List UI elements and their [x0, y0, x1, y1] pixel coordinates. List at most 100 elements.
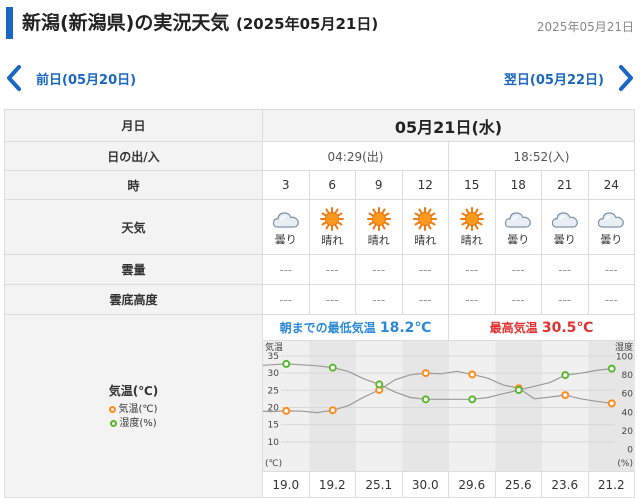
temp-label: 気温(℃) — [108, 383, 159, 398]
page-title-date: (2025年05月21日) — [236, 15, 379, 33]
weather-cell: 晴れ — [448, 199, 496, 255]
left-tick-label: 20 — [268, 403, 280, 413]
ceiling-cell: --- — [448, 284, 496, 315]
cloud-icon — [598, 211, 625, 228]
weather-cell: 曇り — [262, 199, 310, 255]
left-tick-label: 30 — [268, 369, 280, 379]
page-title-main: 新潟(新潟県)の実況天気 — [22, 12, 230, 34]
header-date: 2025年05月21日 — [536, 20, 634, 34]
right-tick-label: 20 — [622, 427, 634, 437]
max-temp-cell: 最高気温 30.5℃ — [448, 314, 635, 341]
hour-cell: 21 — [541, 170, 589, 200]
right-axis-unit: (%) — [617, 459, 633, 469]
temp-value-cell: 23.6 — [541, 471, 589, 498]
ceiling-cell: --- — [355, 284, 403, 315]
cloud-cell: --- — [494, 254, 542, 285]
chart-column-bg — [402, 341, 449, 471]
left-tick-label: 10 — [268, 438, 280, 448]
humidity-point — [561, 371, 570, 380]
sun-icon — [413, 206, 438, 231]
weather-label: 曇り — [274, 232, 297, 246]
cloud-cell: --- — [262, 254, 310, 285]
right-axis-label: 湿度 — [615, 341, 633, 353]
cloud-cell: --- — [541, 254, 589, 285]
humidity-point — [468, 395, 477, 404]
row-label-cloud: 雲量 — [4, 254, 263, 285]
weather-label: 晴れ — [321, 233, 344, 247]
chart-legend: 気温(℃) 湿度(%) — [5, 403, 262, 431]
weather-label: 曇り — [600, 232, 623, 246]
left-tick-label: 25 — [268, 386, 279, 396]
row-label-ceiling: 雲底高度 — [4, 284, 263, 315]
cloud-cell: --- — [355, 254, 403, 285]
weather-cell: 晴れ — [401, 199, 449, 255]
humidity-point — [607, 364, 616, 373]
weather-cell: 曇り — [541, 199, 589, 255]
next-day-label: 翌日(05月22日) — [503, 72, 604, 88]
weather-cell: 曇り — [587, 199, 635, 255]
ceiling-cell: --- — [262, 284, 310, 315]
temp-value-cell: 25.6 — [494, 471, 542, 498]
page-title: 新潟(新潟県)の実況天気 (2025年05月21日) — [22, 8, 378, 35]
right-tick-label: 0 — [627, 446, 633, 456]
temp-value-cell: 25.1 — [355, 471, 403, 498]
hour-cell: 18 — [494, 170, 542, 200]
left-axis-unit: (℃) — [265, 459, 282, 469]
page-header: 新潟(新潟県)の実況天気 (2025年05月21日) 2025年05月21日 — [0, 0, 640, 44]
chart-column-bg — [542, 341, 589, 471]
chart-column-bg — [495, 341, 542, 471]
cloud-cell: --- — [401, 254, 449, 285]
weather-label: 曇り — [507, 232, 530, 246]
sunset-cell: 18:52(入) — [448, 141, 635, 171]
legend-temp: 気温(℃) — [5, 403, 262, 417]
legend-hum: 湿度(%) — [5, 417, 262, 431]
day-navigation: 前日(05月20日) 翌日(05月22日) — [0, 60, 640, 96]
cloud-cell: --- — [587, 254, 635, 285]
date-cell: 05月21日(水) — [262, 109, 635, 142]
right-tick-label: 100 — [616, 352, 633, 362]
max-temp-text: 最高気温 30.5℃ — [489, 320, 594, 336]
sun-icon — [366, 206, 391, 231]
row-label-sun: 日の出/入 — [4, 141, 263, 171]
temp-point — [328, 406, 337, 415]
temp-value-cell: 21.2 — [587, 471, 635, 498]
prev-day-link[interactable]: 前日(05月20日) — [6, 64, 136, 92]
weather-cell: 曇り — [494, 199, 542, 255]
ceiling-cell: --- — [494, 284, 542, 315]
cloud-icon — [505, 211, 532, 228]
min-temp-value: 18.2℃ — [379, 320, 432, 336]
max-temp-value: 30.5℃ — [541, 320, 594, 336]
title-accent-bar — [6, 7, 13, 39]
hour-cell: 24 — [587, 170, 635, 200]
weather-table: 月日 05月21日(水) 日の出/入 04:29(出) 18:52(入) 時 3… — [4, 109, 635, 498]
weather-cell: 晴れ — [355, 199, 403, 255]
ceiling-cell: --- — [587, 284, 635, 315]
row-label-hour: 時 — [4, 170, 263, 200]
hour-cell: 3 — [262, 170, 310, 200]
ceiling-cell: --- — [308, 284, 356, 315]
weather-label: 曇り — [553, 232, 576, 246]
left-axis-label: 気温 — [265, 341, 283, 353]
temp-point — [468, 370, 477, 379]
prev-day-label: 前日(05月20日) — [36, 72, 137, 88]
left-tick-label: 35 — [268, 352, 279, 362]
row-label-temp: 気温(℃) 気温(℃) 湿度(%) — [4, 314, 263, 498]
next-day-link[interactable]: 翌日(05月22日) — [504, 64, 634, 92]
weather-cell: 晴れ — [308, 199, 356, 255]
cloud-cell: --- — [448, 254, 496, 285]
right-tick-label: 60 — [622, 390, 634, 400]
humidity-point — [375, 380, 384, 389]
min-temp-cell: 朝までの最低気温 18.2℃ — [262, 314, 449, 341]
left-tick-label: 15 — [268, 421, 279, 431]
row-label-date: 月日 — [4, 109, 263, 142]
chart-column-bg — [309, 341, 356, 471]
cloud-cell: --- — [308, 254, 356, 285]
temp-value-cell: 19.2 — [308, 471, 356, 498]
sun-icon — [459, 206, 484, 231]
chevron-left-icon — [7, 65, 21, 91]
ceiling-cell: --- — [401, 284, 449, 315]
hour-cell: 12 — [401, 170, 449, 200]
weather-label: 晴れ — [414, 233, 437, 247]
cloud-icon — [272, 211, 299, 228]
hour-cell: 6 — [308, 170, 356, 200]
